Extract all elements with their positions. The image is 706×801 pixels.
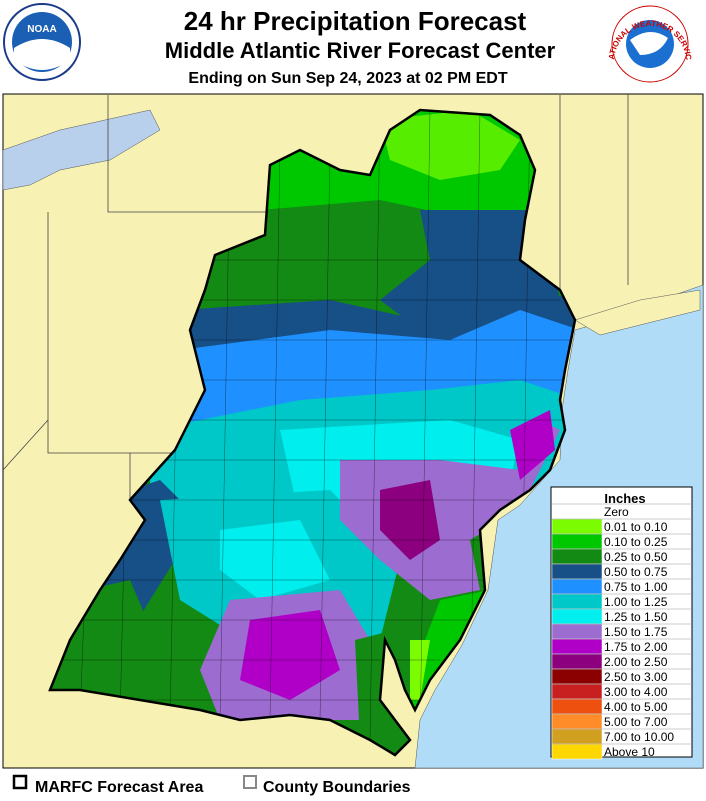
legend-label: 2.00 to 2.50 [604,655,668,669]
legend-label: Above 10 [604,745,655,759]
legend-swatch [551,698,603,715]
legend-swatch [551,653,603,670]
forecast-area-label: MARFC Forecast Area [35,779,203,796]
legend-swatch [551,503,603,520]
legend-swatch [551,623,603,640]
legend-swatch [551,683,603,700]
legend-label: 1.00 to 1.25 [604,595,668,609]
legend-label: 1.25 to 1.50 [604,610,668,624]
legend-swatch [551,638,603,655]
county-label: County Boundaries [263,779,411,796]
legend-swatch [551,578,603,595]
legend-label: 0.50 to 0.75 [604,565,668,579]
legend-title: Inches [604,491,645,506]
title: 24 hr Precipitation Forecast [184,6,527,36]
legend-swatch [551,518,603,535]
lake-ontario [2,109,161,191]
forecast-area-swatch [12,774,28,790]
legend-label: 2.50 to 3.00 [604,670,668,684]
legend-label: Zero [604,505,629,519]
legend-label: 3.00 to 4.00 [604,685,668,699]
legend-swatch [551,548,603,565]
noaa-text: NOAA [27,24,56,35]
noaa-logo: NOAA [3,3,81,81]
header-bg [0,0,706,93]
subtitle: Middle Atlantic River Forecast Center [165,38,556,63]
long-island [574,289,701,336]
legend-label: 0.01 to 0.10 [604,520,668,534]
legend-swatch [551,668,603,685]
legend-swatch [551,533,603,550]
legend-label: 0.25 to 0.50 [604,550,668,564]
legend-label: 7.00 to 10.00 [604,730,674,744]
legend-swatch [551,728,603,745]
footer: MARFC Forecast Area County Boundaries [12,774,411,796]
legend-label: 1.50 to 1.75 [604,625,668,639]
valid-time: Ending on Sun Sep 24, 2023 at 02 PM EDT [188,70,507,87]
legend-swatch [551,593,603,610]
legend-swatch [551,743,603,760]
legend-swatch [551,563,603,580]
legend-label: 1.75 to 2.00 [604,640,668,654]
county-swatch [243,775,257,789]
legend-swatch [551,608,603,625]
legend-swatch [551,713,603,730]
legend-label: 4.00 to 5.00 [604,700,668,714]
legend-label: 0.10 to 0.25 [604,535,668,549]
legend-label: 5.00 to 7.00 [604,715,668,729]
legend-label: 0.75 to 1.00 [604,580,668,594]
